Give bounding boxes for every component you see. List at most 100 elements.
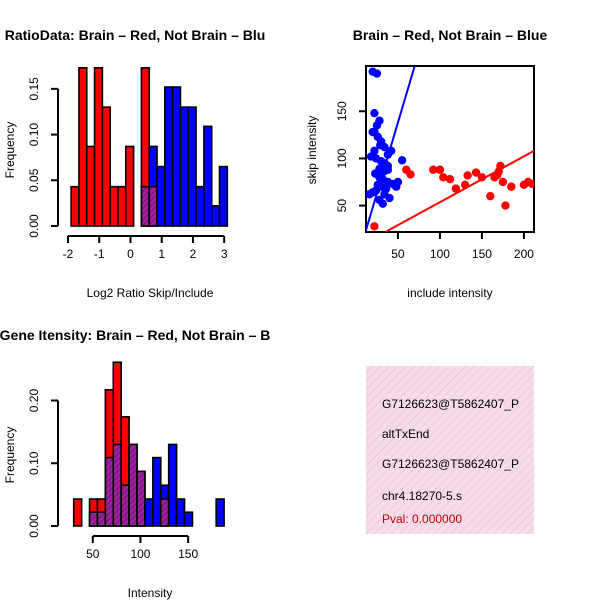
scatter-point-red (507, 182, 516, 191)
ratio-histogram-bar (78, 67, 88, 227)
scatter-panel: Brain – Red, Not Brain – Blue 50 100 150 20… (305, 27, 547, 300)
scatter-point-blue (368, 127, 377, 137)
scatter-y-tick-label: 100 (335, 148, 349, 168)
scatter-points (366, 66, 534, 232)
scatter-y-tick-label: 150 (335, 101, 349, 121)
ratio-histogram-overlap-bar (148, 185, 158, 227)
scatter-point-red (435, 165, 445, 174)
ratio-histogram-xlabel: Log2 Ratio Skip/Include (87, 286, 214, 300)
info-line-2: altTxEnd (382, 427, 429, 441)
intensity-histogram-overlap-bar (159, 498, 170, 527)
scatter-x-tick-label: 150 (472, 247, 492, 261)
ratio-histogram-bars (70, 67, 229, 227)
scatter-point-blue (376, 141, 385, 150)
scatter-point-red (406, 170, 415, 179)
scatter-point-red (445, 174, 455, 184)
info-panel-background (366, 366, 534, 534)
ratio-histogram-x-tick-label: -1 (94, 247, 105, 261)
ratio-histogram-bar (195, 185, 205, 227)
scatter-point-red (471, 168, 481, 177)
scatter-red-regression-line (384, 150, 534, 232)
scatter-point-red (486, 191, 495, 201)
info-line-3: G7126623@T5862407_P (382, 457, 519, 471)
intensity-histogram-panel: Gene Itensity: Brain – Red, Not Brain – … (0, 327, 270, 600)
ratio-histogram-bar (171, 86, 182, 227)
intensity-histogram-bar (152, 456, 162, 527)
ratio-histogram-bar (109, 185, 119, 227)
scatter-point-red (501, 201, 510, 210)
ratio-histogram-bar (156, 165, 166, 227)
ratio-histogram-bar (218, 165, 229, 227)
scatter-point-red (498, 177, 508, 187)
scatter-point-blue (370, 108, 379, 118)
info-panel: G7126623@T5862407_P altTxEnd G7126623@T5… (366, 366, 534, 534)
scatter-point-red (439, 173, 448, 182)
ratio-histogram-y-tick-label: 0.15 (27, 77, 41, 101)
ratio-histogram-x-tick-label: 2 (190, 247, 197, 261)
ratio-histogram-bar (203, 125, 213, 227)
intensity-histogram-xlabel: Intensity (128, 586, 173, 600)
intensity-histogram-bar (72, 498, 83, 527)
ratio-histogram-x-tick-label: 3 (221, 247, 228, 261)
scatter-point-blue (375, 116, 384, 125)
intensity-histogram-title: Gene Itensity: Brain – Red, Not Brain – … (0, 327, 270, 343)
intensity-histogram-x-tick-label: 50 (86, 547, 100, 561)
intensity-histogram-overlap-bar (112, 443, 123, 527)
scatter-x-tick-label: 50 (391, 247, 405, 261)
ratio-histogram-bar (164, 86, 174, 227)
scatter-point-blue (383, 165, 393, 174)
ratio-histogram-bar (210, 205, 221, 227)
scatter-point-blue (372, 69, 382, 78)
intensity-histogram-bar (215, 498, 225, 527)
ratio-histogram-panel: RatioData: Brain – Red, Not Brain – Blu … (3, 27, 265, 300)
ratio-histogram-bar (124, 145, 135, 227)
intensity-histogram-overlap-bar (96, 511, 107, 527)
scatter-x-tick-label: 200 (514, 247, 534, 261)
ratio-histogram-x-tick-label: 1 (158, 247, 165, 261)
ratio-histogram-x-tick-label: -2 (63, 247, 74, 261)
scatter-x-tick-label: 100 (430, 247, 450, 261)
scatter-point-red (429, 165, 438, 174)
scatter-point-blue (392, 182, 401, 191)
intensity-histogram-axes: 50 100 150 0.00 0.10 0.20 (27, 389, 198, 561)
intensity-histogram-overlap-bar (104, 456, 115, 527)
scatter-plot-frame (365, 65, 535, 233)
scatter-point-blue (385, 193, 394, 203)
scatter-point-red (451, 184, 461, 193)
ratio-histogram-bar (179, 106, 190, 227)
intensity-histogram-x-tick-label: 100 (130, 547, 150, 561)
scatter-title: Brain – Red, Not Brain – Blue (353, 27, 548, 43)
scatter-point-blue (378, 199, 387, 208)
intensity-histogram-bar (167, 443, 178, 527)
intensity-histogram-overlap-bar (88, 511, 99, 527)
intensity-histogram-bar (175, 498, 186, 527)
ratio-histogram-x-tick-label: 0 (127, 247, 134, 261)
scatter-ylabel: skip intensity (305, 116, 319, 185)
scatter-point-blue (397, 156, 407, 165)
intensity-histogram-ylabel: Frequency (3, 427, 17, 484)
scatter-xlabel: include intensity (407, 286, 492, 300)
intensity-histogram-bar (144, 498, 154, 527)
info-line-4: chr4.18270-5.s (382, 489, 462, 503)
ratio-histogram-ylabel: Frequency (3, 122, 17, 179)
intensity-histogram-y-tick-label: 0.10 (27, 451, 41, 475)
scatter-blue-regression-line (366, 66, 416, 231)
intensity-histogram-overlap-bar (128, 443, 138, 527)
ratio-histogram-bar (117, 185, 127, 227)
scatter-y-tick-label: 50 (335, 199, 349, 213)
ratio-histogram-title: RatioData: Brain – Red, Not Brain – Blu (5, 27, 266, 43)
ratio-histogram-axes: -2 -1 0 1 2 3 0.00 0.05 0.10 0.15 (27, 77, 228, 261)
ratio-histogram-bar (85, 145, 96, 227)
info-line-1: G7126623@T5862407_P (382, 397, 519, 411)
scatter-point-red (528, 179, 534, 189)
ratio-histogram-y-tick-label: 0.05 (27, 168, 41, 192)
ratio-histogram-overlap-bar (140, 185, 151, 227)
scatter-axes: 50 100 150 200 50 100 150 (335, 101, 534, 261)
scatter-point-red (463, 171, 472, 180)
intensity-histogram-bars (72, 361, 225, 527)
ratio-histogram-bar (187, 106, 197, 227)
intensity-histogram-overlap-bar (120, 484, 130, 527)
intensity-histogram-x-tick-label: 150 (178, 547, 198, 561)
ratio-histogram-y-tick-label: 0.10 (27, 123, 41, 147)
